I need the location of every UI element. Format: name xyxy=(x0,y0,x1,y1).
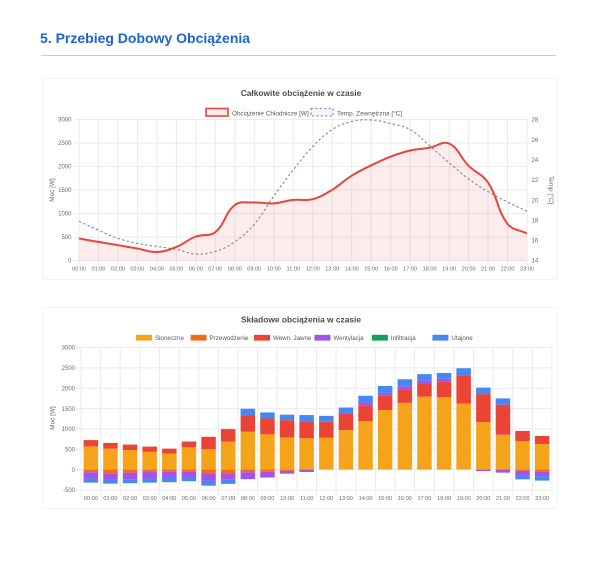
svg-text:-500: -500 xyxy=(63,488,76,494)
svg-text:2500: 2500 xyxy=(58,141,72,147)
svg-text:13:00: 13:00 xyxy=(339,496,353,502)
svg-text:Całkowite obciążenie w czasie: Całkowite obciążenie w czasie xyxy=(241,88,362,98)
svg-text:01:00: 01:00 xyxy=(92,267,106,273)
svg-text:02:00: 02:00 xyxy=(123,496,137,502)
svg-text:18: 18 xyxy=(532,218,539,224)
svg-text:03:00: 03:00 xyxy=(143,496,157,502)
svg-text:Temp. Zewnętrzna [°C]: Temp. Zewnętrzna [°C] xyxy=(337,109,402,117)
svg-text:11:00: 11:00 xyxy=(300,496,314,502)
svg-text:18:00: 18:00 xyxy=(423,267,437,273)
svg-text:09:00: 09:00 xyxy=(247,267,261,273)
svg-text:04:00: 04:00 xyxy=(162,496,176,502)
svg-text:06:00: 06:00 xyxy=(189,267,203,273)
svg-text:19:00: 19:00 xyxy=(442,267,456,273)
svg-text:1500: 1500 xyxy=(58,188,72,194)
svg-text:0: 0 xyxy=(72,468,76,474)
svg-text:Moc [W]: Moc [W] xyxy=(50,406,57,430)
svg-text:16: 16 xyxy=(532,239,539,245)
svg-text:02:00: 02:00 xyxy=(111,267,125,273)
svg-text:Słoneczne: Słoneczne xyxy=(155,335,184,342)
svg-text:10:00: 10:00 xyxy=(267,267,281,273)
svg-text:Utajone: Utajone xyxy=(451,335,473,342)
svg-text:1500: 1500 xyxy=(62,407,76,413)
svg-text:14:00: 14:00 xyxy=(359,496,373,502)
svg-text:00:00: 00:00 xyxy=(72,267,86,273)
svg-text:1000: 1000 xyxy=(62,427,76,433)
svg-text:Moc [W]: Moc [W] xyxy=(49,178,56,202)
svg-text:05:00: 05:00 xyxy=(169,267,183,273)
svg-text:17:00: 17:00 xyxy=(403,267,417,273)
svg-text:26: 26 xyxy=(532,138,539,144)
svg-text:01:00: 01:00 xyxy=(103,496,117,502)
svg-text:2000: 2000 xyxy=(62,386,76,392)
svg-text:Składowe obciążenia w czasie: Składowe obciążenia w czasie xyxy=(241,315,361,325)
svg-text:500: 500 xyxy=(65,447,76,453)
svg-text:1000: 1000 xyxy=(58,212,72,218)
svg-text:12:00: 12:00 xyxy=(306,267,320,273)
svg-text:23:00: 23:00 xyxy=(535,496,549,502)
svg-text:04:00: 04:00 xyxy=(150,267,164,273)
svg-text:13:00: 13:00 xyxy=(325,267,339,273)
svg-text:15:00: 15:00 xyxy=(364,267,378,273)
svg-text:06:00: 06:00 xyxy=(202,496,216,502)
svg-text:Przewodzenie: Przewodzenie xyxy=(210,335,249,342)
svg-text:22:00: 22:00 xyxy=(516,496,530,502)
svg-text:16:00: 16:00 xyxy=(398,496,412,502)
svg-text:07:00: 07:00 xyxy=(208,267,222,273)
svg-text:20: 20 xyxy=(532,198,539,204)
svg-text:2500: 2500 xyxy=(62,366,76,372)
svg-text:3000: 3000 xyxy=(58,118,72,124)
svg-text:07:00: 07:00 xyxy=(221,496,235,502)
svg-text:500: 500 xyxy=(61,235,72,241)
svg-text:00:00: 00:00 xyxy=(84,496,98,502)
svg-text:3000: 3000 xyxy=(62,346,76,352)
svg-text:Wewn. Jawne: Wewn. Jawne xyxy=(273,335,312,342)
svg-text:20:00: 20:00 xyxy=(462,267,476,273)
svg-text:08:00: 08:00 xyxy=(241,496,255,502)
svg-text:17:00: 17:00 xyxy=(417,496,431,502)
svg-text:14: 14 xyxy=(532,259,539,265)
svg-text:05:00: 05:00 xyxy=(182,496,196,502)
svg-text:03:00: 03:00 xyxy=(130,267,144,273)
svg-text:22: 22 xyxy=(532,178,539,184)
svg-text:20:00: 20:00 xyxy=(476,496,490,502)
svg-text:14:00: 14:00 xyxy=(345,267,359,273)
svg-text:12:00: 12:00 xyxy=(319,496,333,502)
svg-text:Infiltracja: Infiltracja xyxy=(391,335,416,342)
svg-text:19:00: 19:00 xyxy=(457,496,471,502)
svg-text:24: 24 xyxy=(532,158,539,164)
svg-text:23:00: 23:00 xyxy=(520,267,534,273)
svg-text:21:00: 21:00 xyxy=(481,267,495,273)
svg-text:0: 0 xyxy=(68,259,72,265)
svg-text:10:00: 10:00 xyxy=(280,496,294,502)
svg-text:2000: 2000 xyxy=(58,165,72,171)
svg-text:Temp [°C]: Temp [°C] xyxy=(547,176,555,204)
svg-text:08:00: 08:00 xyxy=(228,267,242,273)
svg-text:21:00: 21:00 xyxy=(496,496,510,502)
svg-text:Wentylacja: Wentylacja xyxy=(333,335,364,342)
svg-text:09:00: 09:00 xyxy=(260,496,274,502)
svg-text:18:00: 18:00 xyxy=(437,496,451,502)
svg-text:16:00: 16:00 xyxy=(384,267,398,273)
svg-text:11:00: 11:00 xyxy=(287,267,301,273)
svg-text:15:00: 15:00 xyxy=(378,496,392,502)
svg-text:22:00: 22:00 xyxy=(501,267,515,273)
svg-text:Obciążenie Chłodnicze [W]: Obciążenie Chłodnicze [W] xyxy=(232,110,309,117)
svg-text:28: 28 xyxy=(532,118,539,124)
